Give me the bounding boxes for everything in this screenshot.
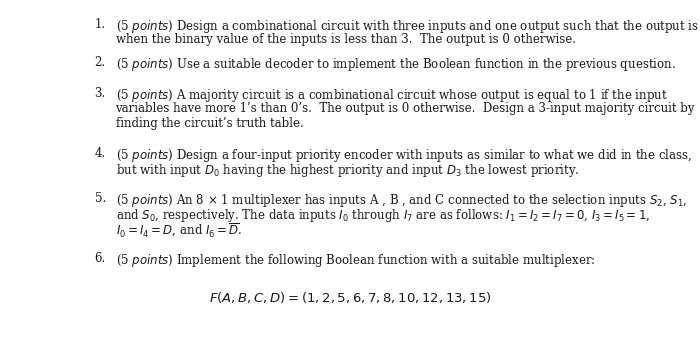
Text: (5 $\it{points}$) Use a suitable decoder to implement the Boolean function in th: (5 $\it{points}$) Use a suitable decoder… [116,56,676,73]
Text: $I_0 = I_4 = D$, and $I_6 = \overline{D}$.: $I_0 = I_4 = D$, and $I_6 = \overline{D}… [116,222,242,239]
Text: variables have more 1’s than 0’s.  The output is 0 otherwise.  Design a 3-input : variables have more 1’s than 0’s. The ou… [116,102,695,115]
Text: (5 $\it{points}$) Implement the following Boolean function with a suitable multi: (5 $\it{points}$) Implement the followin… [116,252,595,269]
Text: (5 $\it{points}$) A majority circuit is a combinational circuit whose output is : (5 $\it{points}$) A majority circuit is … [116,87,667,104]
Text: 6.: 6. [94,252,106,265]
Text: finding the circuit’s truth table.: finding the circuit’s truth table. [116,117,303,130]
Text: (5 $\it{points}$) Design a four-input priority encoder with inputs as similar to: (5 $\it{points}$) Design a four-input pr… [116,147,692,164]
Text: when the binary value of the inputs is less than 3.  The output is 0 otherwise.: when the binary value of the inputs is l… [116,33,575,46]
Text: $F(A, B, C, D) = (1, 2, 5, 6, 7, 8, 10, 12, 13, 15)$: $F(A, B, C, D) = (1, 2, 5, 6, 7, 8, 10, … [209,290,491,305]
Text: 2.: 2. [94,56,106,69]
Text: 5.: 5. [94,192,106,205]
Text: (5 $\it{points}$) Design a combinational circuit with three inputs and one outpu: (5 $\it{points}$) Design a combinational… [116,18,700,35]
Text: (5 $\it{points}$) An 8 $\times$ 1 multiplexer has inputs A , B , and C connected: (5 $\it{points}$) An 8 $\times$ 1 multip… [116,192,687,209]
Text: 4.: 4. [94,147,106,160]
Text: 1.: 1. [94,18,106,31]
Text: 3.: 3. [94,87,106,100]
Text: and $S_0$, respectively. The data inputs $I_0$ through $I_7$ are as follows: $I_: and $S_0$, respectively. The data inputs… [116,207,650,224]
Text: but with input $D_0$ having the highest priority and input $D_3$ the lowest prio: but with input $D_0$ having the highest … [116,162,579,179]
